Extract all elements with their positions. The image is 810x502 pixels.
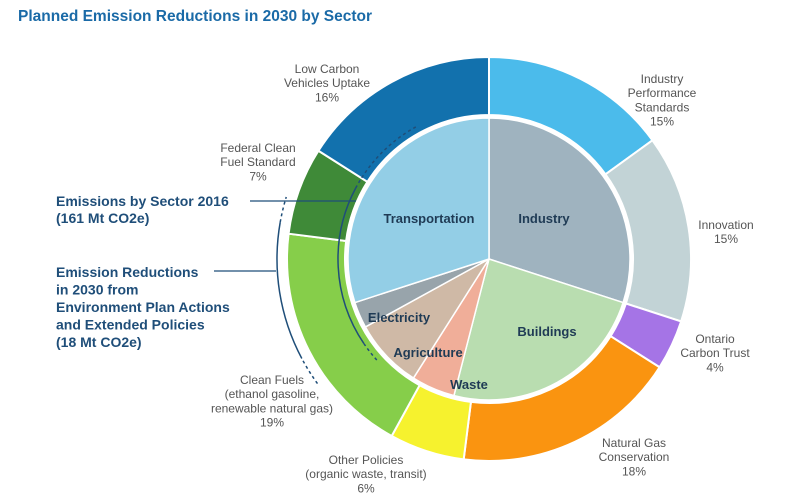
inner-pie: [347, 117, 631, 401]
ring-label-clean-fuels-ethanol-gasoline-renewable-natural-gas: Clean Fuels (ethanol gasoline, renewable n…: [211, 373, 333, 430]
ring-label-industry-performance-standards: Industry Performance Standards 15%: [628, 72, 697, 129]
inner-bracket-dash-high: [355, 126, 417, 189]
pie-slice-buildings: [453, 258, 625, 401]
outer-ring-annotation: Emission Reductions in 2030 from Environme…: [56, 264, 230, 350]
inner-pie-labels: Industry Buildings Waste Agriculture Electri…: [368, 211, 577, 392]
inner-pie-annotation: Emissions by Sector 2016 (161 Mt CO2e): [56, 193, 229, 226]
pie-label-industry: Industry: [518, 211, 570, 226]
ring-label-low-carbon-vehicles-uptake: Low Carbon Vehicles Uptake 16%: [284, 62, 370, 104]
pie-slice-industry: [488, 117, 631, 304]
pie-label-buildings: Buildings: [517, 324, 576, 339]
pie-slice-transportation: [347, 117, 490, 304]
chart-title: Planned Emission Reductions in 2030 by S…: [18, 8, 373, 25]
ring-label-ontario-carbon-trust: Ontario Carbon Trust 4%: [680, 332, 750, 374]
pie-label-transportation: Transportation: [383, 211, 474, 226]
legend-annotations: Emissions by Sector 2016 (161 Mt CO2e) Emi…: [56, 126, 417, 385]
ring-segment-low-carbon-vehicles-uptake: [317, 55, 490, 184]
outer-bracket: [276, 222, 303, 359]
ring-label-other-policies-organic-waste-transit: Other Policies (organic waste, transit) 6%: [305, 453, 426, 495]
ring-label-federal-clean-fuel-standard: Federal Clean Fuel Standard 7%: [220, 141, 295, 183]
ring-label-innovation: Innovation 15%: [698, 218, 753, 246]
pie-label-agriculture: Agriculture: [393, 345, 462, 360]
inner-bracket-dash-low: [363, 343, 378, 361]
pie-label-electricity: Electricity: [368, 310, 431, 325]
outer-bracket-dash-high: [279, 196, 287, 223]
outer-ring: [286, 55, 692, 462]
outer-bracket-dash-low: [301, 358, 319, 385]
inner-bracket: [337, 187, 365, 344]
outer-ring-labels: Industry Performance Standards 15% Innovatio…: [211, 62, 754, 495]
ring-label-natural-gas-conservation: Natural Gas Conservation 18%: [599, 436, 670, 478]
pie-label-waste: Waste: [450, 377, 488, 392]
